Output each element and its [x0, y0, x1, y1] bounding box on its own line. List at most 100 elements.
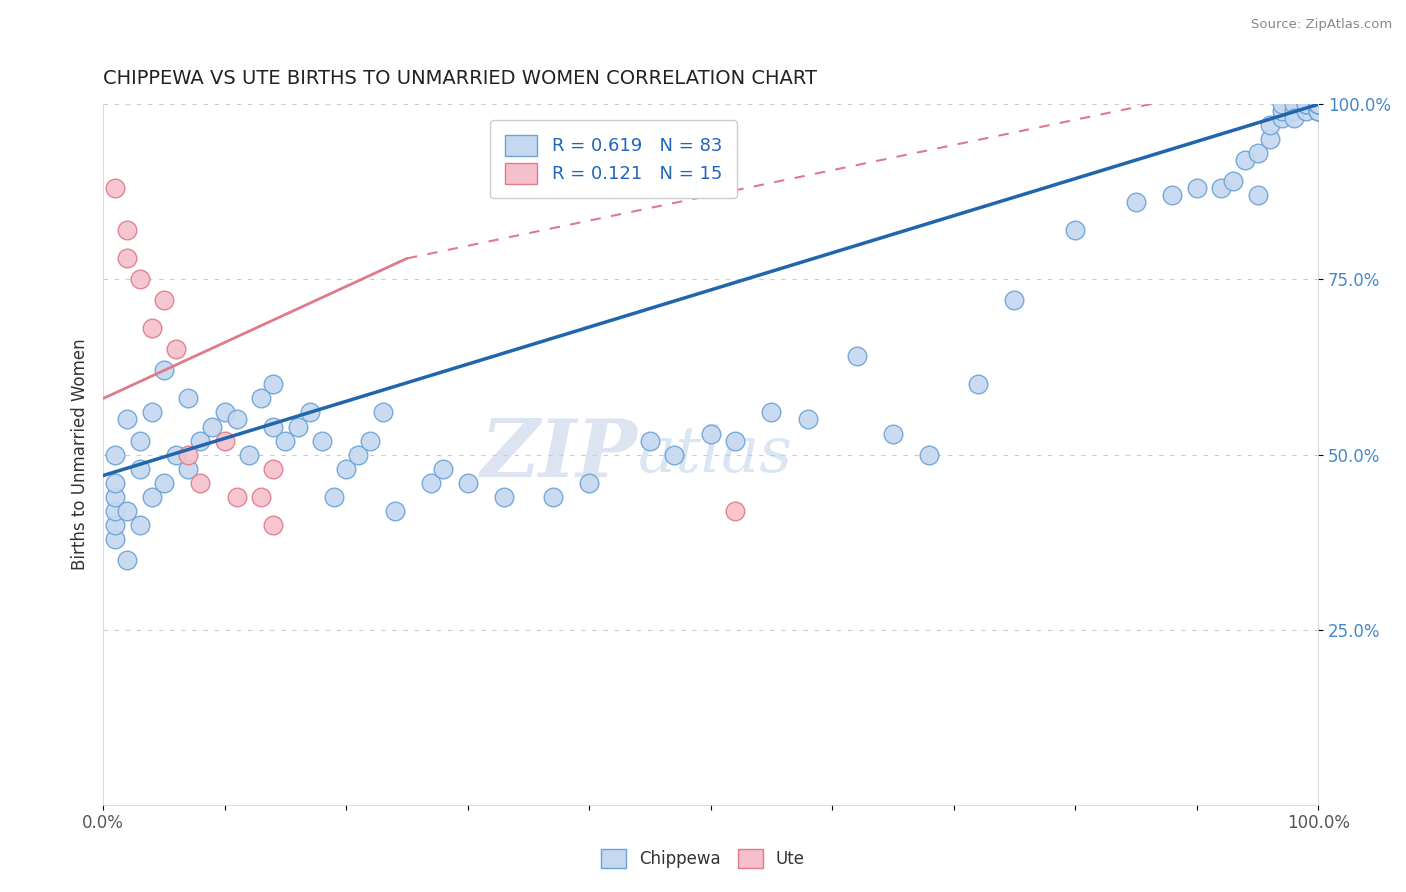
Point — [494, 490, 516, 504]
Point — [104, 448, 127, 462]
Point — [1234, 153, 1257, 168]
Point — [1308, 97, 1330, 112]
Point — [347, 448, 370, 462]
Point — [638, 434, 661, 448]
Legend: R = 0.619   N = 83, R = 0.121   N = 15: R = 0.619 N = 83, R = 0.121 N = 15 — [491, 120, 737, 198]
Point — [359, 434, 381, 448]
Point — [214, 434, 236, 448]
Point — [1004, 293, 1026, 308]
Point — [104, 475, 127, 490]
Point — [797, 412, 820, 426]
Point — [262, 517, 284, 532]
Point — [104, 181, 127, 195]
Point — [335, 461, 357, 475]
Point — [1271, 104, 1294, 119]
Point — [1246, 188, 1268, 202]
Point — [1246, 146, 1268, 161]
Point — [1308, 104, 1330, 119]
Point — [1271, 97, 1294, 112]
Point — [117, 252, 139, 266]
Point — [1222, 174, 1244, 188]
Point — [128, 461, 150, 475]
Point — [420, 475, 443, 490]
Point — [141, 490, 163, 504]
Point — [262, 461, 284, 475]
Point — [724, 503, 747, 517]
Point — [177, 461, 200, 475]
Text: ZIP: ZIP — [481, 416, 638, 493]
Point — [1282, 112, 1305, 126]
Point — [153, 475, 176, 490]
Point — [1295, 97, 1317, 112]
Point — [1308, 97, 1330, 112]
Point — [238, 448, 260, 462]
Point — [918, 448, 941, 462]
Point — [287, 419, 309, 434]
Point — [432, 461, 454, 475]
Point — [201, 419, 224, 434]
Point — [1295, 104, 1317, 119]
Point — [104, 517, 127, 532]
Point — [578, 475, 600, 490]
Point — [153, 293, 176, 308]
Point — [1185, 181, 1208, 195]
Point — [104, 490, 127, 504]
Point — [250, 392, 273, 406]
Point — [967, 377, 990, 392]
Point — [1282, 104, 1305, 119]
Point — [128, 434, 150, 448]
Point — [117, 552, 139, 566]
Point — [384, 503, 406, 517]
Legend: Chippewa, Ute: Chippewa, Ute — [595, 842, 811, 875]
Point — [165, 448, 187, 462]
Point — [541, 490, 564, 504]
Point — [141, 405, 163, 419]
Point — [761, 405, 783, 419]
Point — [177, 392, 200, 406]
Text: Source: ZipAtlas.com: Source: ZipAtlas.com — [1251, 18, 1392, 31]
Point — [104, 503, 127, 517]
Point — [262, 419, 284, 434]
Text: CHIPPEWA VS UTE BIRTHS TO UNMARRIED WOMEN CORRELATION CHART: CHIPPEWA VS UTE BIRTHS TO UNMARRIED WOME… — [103, 69, 817, 87]
Point — [1308, 97, 1330, 112]
Point — [225, 412, 247, 426]
Point — [1064, 223, 1087, 237]
Point — [1258, 119, 1281, 133]
Point — [882, 426, 904, 441]
Point — [1125, 195, 1147, 210]
Point — [165, 343, 187, 357]
Point — [1161, 188, 1184, 202]
Point — [141, 321, 163, 335]
Point — [1308, 104, 1330, 119]
Point — [699, 426, 721, 441]
Point — [153, 363, 176, 377]
Point — [323, 490, 346, 504]
Point — [1308, 97, 1330, 112]
Point — [1258, 132, 1281, 146]
Text: atlas: atlas — [638, 424, 793, 485]
Point — [1209, 181, 1232, 195]
Point — [1308, 97, 1330, 112]
Point — [664, 448, 686, 462]
Point — [177, 448, 200, 462]
Point — [104, 532, 127, 546]
Point — [1308, 97, 1330, 112]
Point — [1282, 97, 1305, 112]
Point — [250, 490, 273, 504]
Point — [311, 434, 333, 448]
Point — [128, 272, 150, 286]
Point — [128, 517, 150, 532]
Point — [845, 350, 868, 364]
Point — [724, 434, 747, 448]
Point — [262, 377, 284, 392]
Point — [188, 434, 211, 448]
Point — [371, 405, 394, 419]
Point — [274, 434, 297, 448]
Point — [117, 503, 139, 517]
Point — [117, 412, 139, 426]
Point — [298, 405, 321, 419]
Point — [188, 475, 211, 490]
Point — [214, 405, 236, 419]
Point — [1295, 97, 1317, 112]
Y-axis label: Births to Unmarried Women: Births to Unmarried Women — [72, 339, 89, 570]
